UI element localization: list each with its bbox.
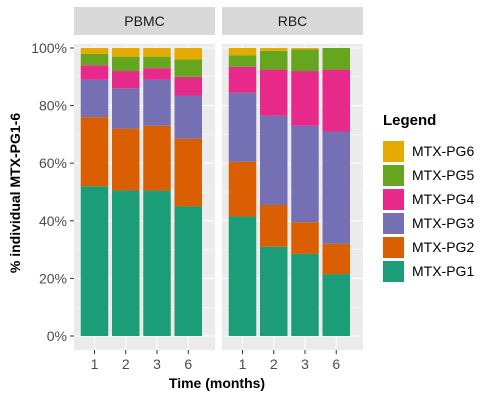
bar-segment-mtx-pg6 (291, 48, 319, 50)
facet-strip (222, 7, 363, 35)
bar-segment-mtx-pg3 (228, 92, 257, 162)
x-tick-label: 2 (122, 356, 130, 372)
bar-segment-mtx-pg4 (112, 71, 140, 89)
bar-segment-mtx-pg2 (322, 243, 350, 275)
bar-segment-mtx-pg3 (291, 125, 319, 223)
bar-segment-mtx-pg3 (260, 115, 288, 205)
x-tick-label: 3 (301, 356, 309, 372)
bar-segment-mtx-pg1 (291, 253, 319, 336)
legend-item: MTX-PG1 (383, 259, 474, 283)
bar-segment-mtx-pg2 (80, 117, 109, 187)
bar-segment-mtx-pg5 (260, 50, 288, 70)
y-tick-label: 80% (39, 98, 67, 114)
legend-label: MTX-PG1 (412, 263, 475, 279)
bar-segment-mtx-pg5 (112, 56, 140, 72)
bar-segment-mtx-pg3 (80, 79, 109, 118)
x-tick-label: 6 (332, 356, 340, 372)
legend-label: MTX-PG5 (412, 167, 475, 183)
bar-segment-mtx-pg1 (260, 246, 288, 336)
legend-swatch (383, 188, 404, 210)
bar-segment-mtx-pg5 (143, 56, 171, 69)
bar-segment-mtx-pg1 (80, 186, 109, 336)
legend-label: MTX-PG6 (412, 143, 475, 159)
legend-swatch (383, 260, 404, 282)
legend-swatch (383, 236, 404, 258)
bar-segment-mtx-pg3 (322, 131, 350, 244)
legend-item: MTX-PG5 (383, 163, 474, 187)
bar-segment-mtx-pg6 (260, 48, 288, 51)
bar-segment-mtx-pg4 (291, 71, 319, 126)
bar-segment-mtx-pg4 (174, 76, 202, 96)
bar-segment-mtx-pg6 (174, 48, 202, 60)
bar-segment-mtx-pg1 (228, 216, 257, 336)
bar-segment-mtx-pg6 (228, 48, 257, 56)
bar-segment-mtx-pg5 (322, 48, 350, 70)
bar-segment-mtx-pg2 (112, 128, 140, 191)
bar-segment-mtx-pg2 (260, 204, 288, 247)
legend-item: MTX-PG2 (383, 235, 474, 259)
bar-segment-mtx-pg2 (143, 125, 171, 191)
bar-segment-mtx-pg6 (80, 48, 109, 54)
x-tick-label: 2 (270, 356, 278, 372)
legend-item: MTX-PG3 (383, 211, 474, 235)
bar-segment-mtx-pg6 (143, 48, 171, 57)
legend-title: Legend (383, 112, 437, 129)
bar-segment-mtx-pg4 (260, 69, 288, 116)
x-tick-label: 1 (91, 356, 99, 372)
bar-segment-mtx-pg5 (174, 59, 202, 77)
bar-segment-mtx-pg2 (291, 222, 319, 254)
bar-segment-mtx-pg6 (112, 48, 140, 57)
x-axis-title: Time (months) (169, 375, 265, 391)
y-tick-label: 20% (39, 270, 67, 286)
y-tick-label: 40% (39, 213, 67, 229)
bar-segment-mtx-pg5 (228, 55, 257, 67)
bar-segment-mtx-pg4 (228, 66, 257, 93)
y-tick-label: 100% (31, 40, 67, 56)
bar-segment-mtx-pg4 (322, 69, 350, 132)
legend-label: MTX-PG3 (412, 215, 475, 231)
bar-segment-mtx-pg4 (143, 68, 171, 80)
bar-segment-mtx-pg1 (143, 190, 171, 336)
x-tick-label: 1 (239, 356, 247, 372)
x-tick-label: 6 (184, 356, 192, 372)
bar-segment-mtx-pg3 (174, 95, 202, 139)
bar-segment-mtx-pg1 (322, 274, 350, 336)
legend-swatch (383, 212, 404, 234)
bar-segment-mtx-pg2 (174, 138, 202, 207)
bar-segment-mtx-pg3 (143, 79, 171, 126)
bar-segment-mtx-pg4 (80, 65, 109, 80)
legend: Legend MTX-PG6 MTX-PG5 MTX-PG4 MTX-PG3 MTX-P… (383, 112, 474, 283)
legend-swatch (383, 164, 404, 186)
facet-strip (74, 7, 215, 35)
bar-segment-mtx-pg5 (291, 49, 319, 72)
legend-label: MTX-PG2 (412, 239, 475, 255)
legend-item: MTX-PG6 (383, 139, 474, 163)
bar-segment-mtx-pg1 (112, 190, 140, 336)
y-axis-title: % individual MTX-PG1-6 (7, 113, 23, 273)
x-tick-label: 3 (153, 356, 161, 372)
bar-segment-mtx-pg1 (174, 206, 202, 336)
bar-segment-mtx-pg3 (112, 88, 140, 129)
legend-swatch (383, 140, 404, 162)
bar-segment-mtx-pg2 (228, 161, 257, 217)
facet-title: PBMC (124, 13, 164, 29)
y-tick-label: 60% (39, 155, 67, 171)
panel-rbc: RBC 1 2 3 6 (222, 7, 363, 372)
legend-label: MTX-PG4 (412, 191, 475, 207)
y-tick-label: 0% (47, 328, 67, 344)
panel-pbmc: PBMC 1 2 3 6 (74, 7, 215, 372)
legend-item: MTX-PG4 (383, 187, 474, 211)
bar-segment-mtx-pg5 (80, 53, 109, 66)
facet-title: RBC (278, 13, 308, 29)
